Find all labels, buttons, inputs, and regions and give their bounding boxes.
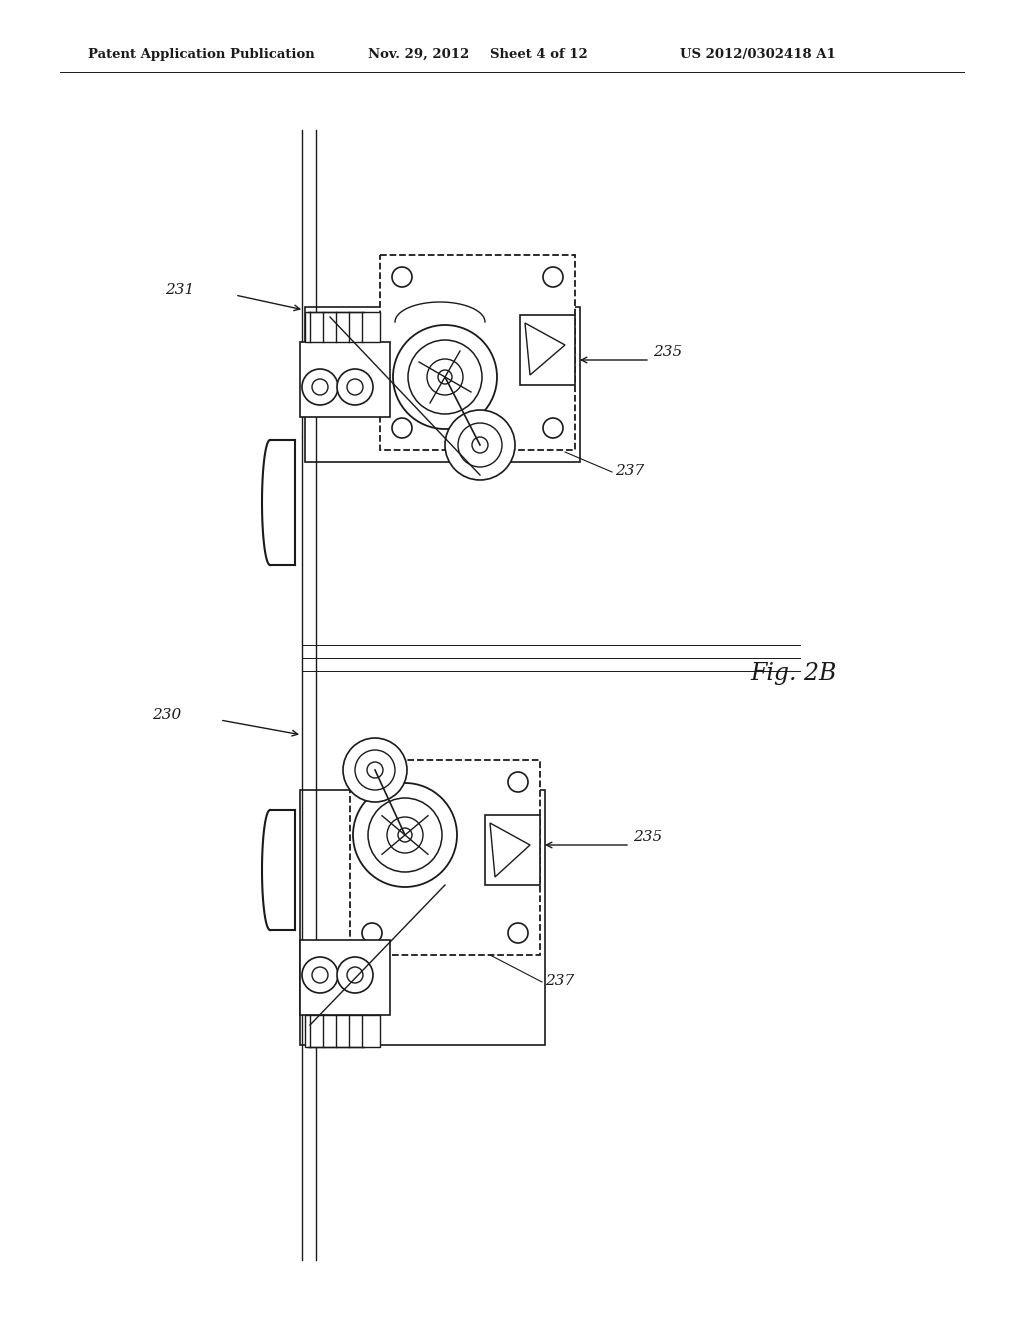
- Circle shape: [408, 341, 482, 414]
- Text: Sheet 4 of 12: Sheet 4 of 12: [490, 48, 588, 61]
- Circle shape: [427, 359, 463, 395]
- Polygon shape: [525, 323, 565, 375]
- Circle shape: [347, 968, 362, 983]
- Bar: [305, 312, 380, 342]
- Circle shape: [508, 923, 528, 942]
- Text: 235: 235: [633, 830, 663, 843]
- Text: 231: 231: [165, 282, 195, 297]
- Text: 235: 235: [653, 345, 682, 359]
- Text: 237: 237: [545, 974, 574, 987]
- Circle shape: [353, 783, 457, 887]
- Bar: [305, 1015, 380, 1047]
- Circle shape: [343, 738, 407, 803]
- Bar: [520, 315, 575, 385]
- Circle shape: [355, 750, 395, 789]
- Circle shape: [302, 370, 338, 405]
- Bar: [300, 789, 545, 1045]
- Circle shape: [312, 968, 328, 983]
- Circle shape: [362, 923, 382, 942]
- Text: Fig. 2B: Fig. 2B: [750, 663, 837, 685]
- Circle shape: [387, 817, 423, 853]
- Text: Patent Application Publication: Patent Application Publication: [88, 48, 314, 61]
- Circle shape: [472, 437, 488, 453]
- Text: US 2012/0302418 A1: US 2012/0302418 A1: [680, 48, 836, 61]
- Bar: [485, 814, 540, 884]
- Circle shape: [368, 799, 442, 873]
- Circle shape: [337, 957, 373, 993]
- Bar: [380, 255, 575, 450]
- Bar: [300, 342, 390, 417]
- Circle shape: [393, 325, 497, 429]
- Text: 230: 230: [152, 708, 181, 722]
- Circle shape: [438, 370, 452, 384]
- Polygon shape: [490, 822, 530, 876]
- Bar: [300, 940, 390, 1015]
- Circle shape: [445, 411, 515, 480]
- Circle shape: [312, 379, 328, 395]
- Circle shape: [543, 418, 563, 438]
- Circle shape: [367, 762, 383, 777]
- Circle shape: [337, 370, 373, 405]
- Bar: [305, 308, 580, 462]
- Circle shape: [302, 957, 338, 993]
- Circle shape: [347, 379, 362, 395]
- Text: Nov. 29, 2012: Nov. 29, 2012: [368, 48, 469, 61]
- Circle shape: [392, 267, 412, 286]
- Circle shape: [458, 422, 502, 467]
- Bar: [350, 760, 540, 954]
- Circle shape: [508, 772, 528, 792]
- Circle shape: [362, 772, 382, 792]
- Text: 237: 237: [615, 465, 644, 478]
- Circle shape: [543, 267, 563, 286]
- Circle shape: [398, 828, 412, 842]
- Circle shape: [392, 418, 412, 438]
